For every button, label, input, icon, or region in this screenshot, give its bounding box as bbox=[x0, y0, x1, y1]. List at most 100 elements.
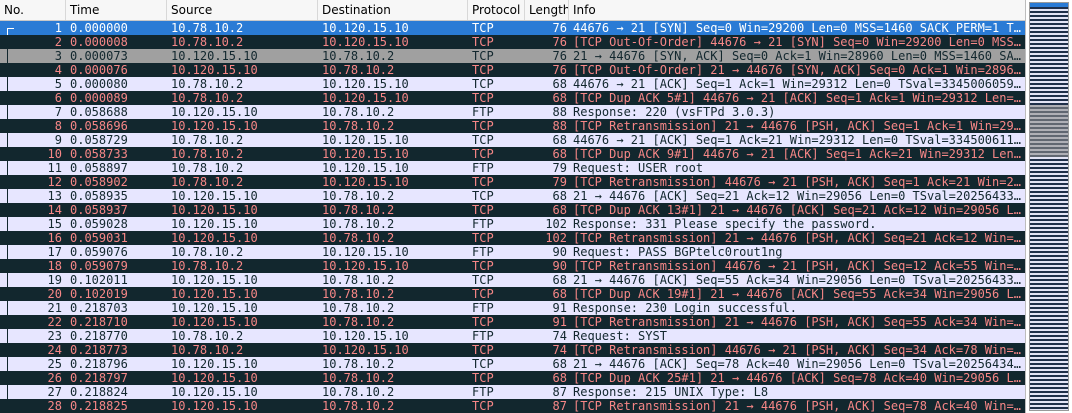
packet-proto-cell: TCP bbox=[472, 91, 494, 105]
packet-time-cell: 0.000089 bbox=[70, 91, 128, 105]
column-header-time[interactable]: Time bbox=[66, 0, 167, 20]
conversation-start-marker bbox=[7, 28, 14, 36]
minimap-selected-marker bbox=[1030, 3, 1068, 7]
packet-src-cell: 10.78.10.2 bbox=[171, 161, 244, 175]
packet-row[interactable]: 17 0.059076 10.78.10.2 10.120.15.10 FTP 90 Req… bbox=[0, 245, 1025, 259]
packet-row[interactable]: 1 0.000000 10.78.10.2 10.120.15.10 TCP 76 4467… bbox=[0, 21, 1025, 36]
packet-time-cell: 0.218710 bbox=[70, 315, 128, 329]
packet-src-cell: 10.120.15.10 bbox=[171, 189, 258, 203]
packet-row[interactable]: 16 0.059031 10.120.15.10 10.78.10.2 TCP 102 [T… bbox=[0, 231, 1025, 245]
packet-list[interactable]: 1 0.000000 10.78.10.2 10.120.15.10 TCP 76 4467… bbox=[0, 21, 1025, 413]
packet-row[interactable]: 12 0.058902 10.78.10.2 10.120.15.10 TCP 79 [TC… bbox=[0, 175, 1025, 189]
packet-len-cell: 88 bbox=[552, 105, 567, 119]
conversation-line-marker bbox=[7, 357, 8, 371]
packet-len-cell: 90 bbox=[552, 259, 567, 273]
packet-row[interactable]: 3 0.000073 10.120.15.10 10.78.10.2 TCP 76 21 →… bbox=[0, 49, 1025, 63]
packet-row[interactable]: 4 0.000076 10.120.15.10 10.78.10.2 TCP 76 [TCP… bbox=[0, 63, 1025, 77]
packet-info-cell: [TCP Dup ACK 5#1] 44676 → 21 [ACK] Seq=1… bbox=[573, 91, 1021, 105]
packet-info-cell: 21 → 44676 [SYN, ACK] Seq=0 Ack=1 Win=28… bbox=[573, 49, 1021, 63]
packet-proto-cell: TCP bbox=[472, 133, 494, 147]
packet-minimap-scrollbar[interactable] bbox=[1025, 0, 1072, 413]
packet-info-cell: 21 → 44676 [ACK] Seq=21 Ack=12 Win=29056… bbox=[573, 189, 1021, 203]
packet-row[interactable]: 19 0.102011 10.120.15.10 10.78.10.2 TCP 68 21 … bbox=[0, 273, 1025, 287]
packet-dst-cell: 10.120.15.10 bbox=[322, 329, 409, 343]
packet-row[interactable]: 20 0.102019 10.120.15.10 10.78.10.2 TCP 68 [TC… bbox=[0, 287, 1025, 301]
packet-src-cell: 10.120.15.10 bbox=[171, 301, 258, 315]
packet-src-cell: 10.78.10.2 bbox=[171, 35, 244, 49]
column-header-destination[interactable]: Destination bbox=[318, 0, 468, 20]
packet-len-cell: 68 bbox=[552, 203, 567, 217]
conversation-line-marker bbox=[7, 343, 8, 357]
packet-len-cell: 68 bbox=[552, 133, 567, 147]
packet-dst-cell: 10.78.10.2 bbox=[322, 119, 395, 133]
packet-row[interactable]: 15 0.059028 10.120.15.10 10.78.10.2 FTP 102 Re… bbox=[0, 217, 1025, 231]
packet-no-cell: 7 bbox=[54, 105, 62, 119]
packet-src-cell: 10.78.10.2 bbox=[171, 77, 244, 91]
packet-info-cell: 21 → 44676 [ACK] Seq=78 Ack=40 Win=29056… bbox=[573, 357, 1021, 371]
packet-src-cell: 10.120.15.10 bbox=[171, 105, 258, 119]
packet-row[interactable]: 14 0.058937 10.120.15.10 10.78.10.2 TCP 68 [TC… bbox=[0, 203, 1025, 217]
conversation-line-marker bbox=[7, 119, 8, 133]
conversation-line-marker bbox=[7, 245, 8, 259]
packet-time-cell: 0.058733 bbox=[70, 147, 128, 161]
packet-row[interactable]: 26 0.218797 10.120.15.10 10.78.10.2 TCP 68 [TC… bbox=[0, 371, 1025, 385]
column-header-no[interactable]: No. bbox=[0, 0, 66, 20]
packet-row[interactable]: 2 0.000008 10.78.10.2 10.120.15.10 TCP 76 [TCP… bbox=[0, 35, 1025, 49]
packet-time-cell: 0.058935 bbox=[70, 189, 128, 203]
packet-row[interactable]: 28 0.218825 10.120.15.10 10.78.10.2 TCP 87 [TC… bbox=[0, 399, 1025, 413]
conversation-line-marker bbox=[7, 301, 8, 315]
conversation-line-marker bbox=[7, 35, 8, 49]
packet-proto-cell: TCP bbox=[472, 343, 494, 357]
minimap-track[interactable] bbox=[1029, 2, 1069, 411]
packet-src-cell: 10.120.15.10 bbox=[171, 63, 258, 77]
packet-no-cell: 24 bbox=[47, 343, 62, 357]
packet-row[interactable]: 5 0.000080 10.78.10.2 10.120.15.10 TCP 68 4467… bbox=[0, 77, 1025, 91]
packet-row[interactable]: 21 0.218703 10.120.15.10 10.78.10.2 FTP 91 Res… bbox=[0, 301, 1025, 315]
packet-row[interactable]: 18 0.059079 10.78.10.2 10.120.15.10 TCP 90 [TC… bbox=[0, 259, 1025, 273]
packet-no-cell: 16 bbox=[47, 231, 62, 245]
packet-no-cell: 13 bbox=[47, 189, 62, 203]
conversation-line-marker bbox=[7, 315, 8, 329]
packet-src-cell: 10.120.15.10 bbox=[171, 217, 258, 231]
packet-info-cell: 21 → 44676 [ACK] Seq=55 Ack=34 Win=29056… bbox=[573, 273, 1021, 287]
packet-info-cell: 44676 → 21 [ACK] Seq=1 Ack=21 Win=29312 … bbox=[573, 133, 1021, 147]
packet-proto-cell: TCP bbox=[472, 189, 494, 203]
packet-row[interactable]: 10 0.058733 10.78.10.2 10.120.15.10 TCP 68 [TC… bbox=[0, 147, 1025, 161]
minimap-viewport-thumb[interactable] bbox=[1030, 105, 1068, 157]
packet-time-cell: 0.000073 bbox=[70, 49, 128, 63]
packet-no-cell: 9 bbox=[54, 133, 62, 147]
packet-row[interactable]: 11 0.058897 10.78.10.2 10.120.15.10 FTP 79 Req… bbox=[0, 161, 1025, 175]
packet-proto-cell: FTP bbox=[472, 245, 494, 259]
conversation-line-marker bbox=[7, 203, 8, 217]
packet-row[interactable]: 13 0.058935 10.120.15.10 10.78.10.2 TCP 68 21 … bbox=[0, 189, 1025, 203]
packet-len-cell: 79 bbox=[552, 175, 567, 189]
packet-row[interactable]: 9 0.058729 10.78.10.2 10.120.15.10 TCP 68 4467… bbox=[0, 133, 1025, 147]
packet-row[interactable]: 27 0.218824 10.120.15.10 10.78.10.2 FTP 87 Res… bbox=[0, 385, 1025, 399]
packet-len-cell: 76 bbox=[552, 63, 567, 77]
packet-row[interactable]: 6 0.000089 10.78.10.2 10.120.15.10 TCP 68 [TCP… bbox=[0, 91, 1025, 105]
packet-row[interactable]: 23 0.218770 10.78.10.2 10.120.15.10 FTP 74 Req… bbox=[0, 329, 1025, 343]
packet-time-cell: 0.059031 bbox=[70, 231, 128, 245]
packet-info-cell: Request: SYST bbox=[573, 329, 667, 343]
packet-row[interactable]: 7 0.058688 10.120.15.10 10.78.10.2 FTP 88 Resp… bbox=[0, 105, 1025, 119]
column-header-length[interactable]: Length bbox=[525, 0, 569, 20]
packet-row[interactable]: 22 0.218710 10.120.15.10 10.78.10.2 TCP 91 [TC… bbox=[0, 315, 1025, 329]
packet-info-cell: Request: USER root bbox=[573, 161, 704, 175]
column-header-protocol[interactable]: Protocol bbox=[468, 0, 525, 20]
packet-proto-cell: TCP bbox=[472, 63, 494, 77]
packet-proto-cell: TCP bbox=[472, 399, 494, 413]
packet-len-cell: 68 bbox=[552, 77, 567, 91]
packet-no-cell: 5 bbox=[54, 77, 62, 91]
packet-row[interactable]: 8 0.058696 10.120.15.10 10.78.10.2 TCP 88 [TCP… bbox=[0, 119, 1025, 133]
packet-row[interactable]: 24 0.218773 10.78.10.2 10.120.15.10 TCP 74 [TC… bbox=[0, 343, 1025, 357]
packet-dst-cell: 10.78.10.2 bbox=[322, 105, 395, 119]
packet-src-cell: 10.78.10.2 bbox=[171, 21, 244, 35]
column-header-source[interactable]: Source bbox=[167, 0, 318, 20]
conversation-line-marker bbox=[7, 371, 8, 385]
conversation-line-marker bbox=[7, 399, 8, 413]
packet-proto-cell: TCP bbox=[472, 231, 494, 245]
column-header-info[interactable]: Info bbox=[573, 3, 596, 17]
packet-len-cell: 76 bbox=[552, 49, 567, 63]
packet-src-cell: 10.120.15.10 bbox=[171, 287, 258, 301]
packet-row[interactable]: 25 0.218796 10.120.15.10 10.78.10.2 TCP 68 21 … bbox=[0, 357, 1025, 371]
